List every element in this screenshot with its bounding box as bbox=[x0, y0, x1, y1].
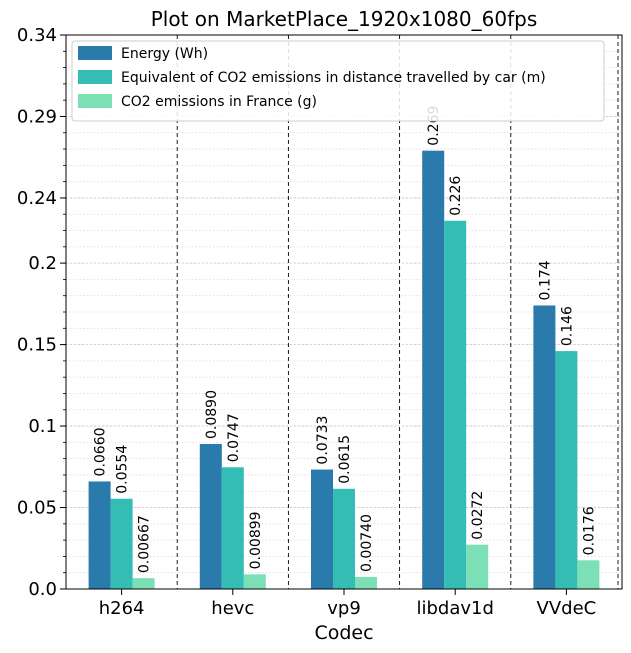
bar bbox=[88, 481, 111, 589]
bar bbox=[333, 488, 355, 589]
bar bbox=[555, 351, 578, 589]
legend-entry: Equivalent of CO2 emissions in distance … bbox=[121, 70, 546, 86]
data-label: 0.174 bbox=[537, 260, 553, 300]
legend-swatch bbox=[78, 70, 112, 84]
bar bbox=[444, 220, 467, 590]
bars bbox=[88, 150, 600, 590]
data-label: 0.0747 bbox=[226, 413, 242, 462]
y-tick-label: 0.0 bbox=[28, 579, 57, 600]
data-label: 0.0176 bbox=[581, 506, 597, 555]
bar bbox=[422, 150, 445, 589]
legend-swatch bbox=[78, 94, 112, 108]
legend-swatch bbox=[78, 46, 112, 60]
data-label: 0.0890 bbox=[204, 390, 220, 439]
data-label: 0.146 bbox=[559, 306, 575, 346]
x-axis-label: Codec bbox=[314, 622, 373, 644]
x-tick-label: VVdeC bbox=[537, 598, 597, 619]
bar bbox=[221, 467, 244, 589]
data-label: 0.00667 bbox=[137, 515, 153, 573]
data-label: 0.0733 bbox=[315, 416, 331, 465]
x-tick-label: vp9 bbox=[327, 598, 361, 619]
bar bbox=[577, 560, 600, 589]
y-tick-label: 0.24 bbox=[17, 188, 57, 209]
data-label: 0.00740 bbox=[359, 514, 375, 572]
data-label: 0.226 bbox=[448, 176, 464, 216]
chart-title: Plot on MarketPlace_1920x1080_60fps bbox=[151, 7, 537, 31]
bar bbox=[466, 544, 489, 589]
y-tick-label: 0.29 bbox=[17, 106, 57, 127]
x-tick-label: libdav1d bbox=[416, 598, 493, 619]
bar bbox=[132, 578, 155, 589]
y-tick-label: 0.1 bbox=[28, 416, 57, 437]
bar bbox=[110, 498, 133, 589]
legend-box bbox=[71, 40, 605, 122]
bar bbox=[355, 576, 377, 589]
y-tick-label: 0.15 bbox=[17, 335, 57, 356]
y-tick-label: 0.34 bbox=[17, 25, 57, 46]
bar bbox=[533, 305, 556, 589]
bar bbox=[199, 443, 222, 589]
category-separators bbox=[176, 35, 619, 589]
y-tick-label: 0.2 bbox=[28, 253, 57, 274]
bar bbox=[243, 574, 266, 589]
data-label: 0.0272 bbox=[470, 491, 486, 540]
legend-entry: Energy (Wh) bbox=[121, 46, 208, 62]
x-tick-label: hevc bbox=[211, 598, 254, 619]
data-label: 0.0615 bbox=[337, 435, 353, 484]
data-label: 0.0660 bbox=[93, 427, 109, 476]
legend: Energy (Wh) Equivalent of CO2 emissions i… bbox=[71, 40, 605, 122]
legend-entry: CO2 emissions in France (g) bbox=[121, 94, 317, 110]
data-label: 0.00899 bbox=[248, 511, 264, 569]
data-labels: 0.0660 0.0554 0.00667 0.0890 0.0747 0.00899 0.… bbox=[93, 106, 598, 574]
data-label: 0.0554 bbox=[115, 445, 131, 494]
y-tick-label: 0.05 bbox=[17, 498, 57, 519]
bar bbox=[311, 469, 333, 589]
x-tick-label: h264 bbox=[99, 598, 145, 619]
axes: 0.0 0.05 0.1 0.15 0.2 0.24 0.29 0.34 h264 hevc vp9… bbox=[17, 25, 623, 619]
